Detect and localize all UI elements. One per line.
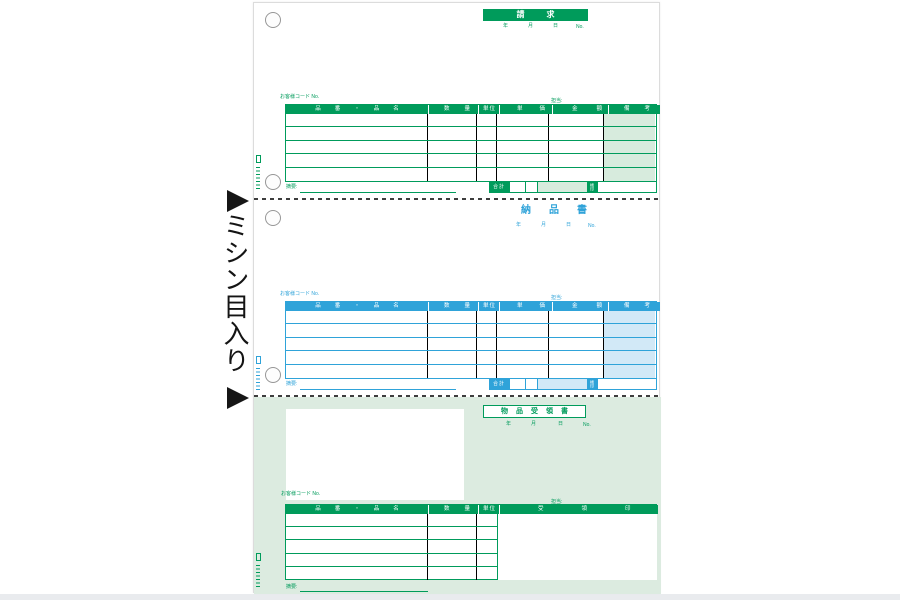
table-header: 品番・品名 数量 単位 受領印 [286, 505, 658, 514]
table-row [286, 540, 498, 554]
total-label: 合計 [489, 181, 509, 193]
table-header: 品番・品名 数量 単位 単価 金額 備考 [286, 302, 660, 311]
file-hole [265, 367, 281, 383]
column-header-note: 備考 [609, 105, 660, 114]
column-header-qty: 数量 [429, 105, 478, 114]
form-delivery-slip: 納品書 年 月 日 No. お客様コード No. 担当: 品番・品名 数量 単位… [254, 200, 661, 395]
remarks-label: 摘要: [286, 584, 298, 590]
date-month-label: 月 [531, 421, 537, 427]
column-header-unit: 単位 [479, 505, 499, 514]
table-row [286, 514, 498, 528]
remarks-label: 摘要: [286, 184, 298, 190]
total-label: 合計 [489, 378, 509, 390]
table-row [286, 127, 656, 141]
photo-bottom-edge [0, 594, 900, 600]
customer-code-label: お客様コード No. [281, 491, 321, 497]
address-window [286, 409, 464, 500]
file-hole [265, 210, 281, 226]
table-row [286, 140, 656, 155]
table-row [286, 167, 656, 181]
form-goods-receipt: 物品受領書 年 月 日 No. お客様コード No. 担当: 品番・品名 数量 … [254, 397, 661, 594]
remarks-underline [300, 192, 456, 193]
date-day-label: 日 [558, 421, 564, 427]
date-year-label: 年 [506, 421, 512, 427]
doc-number-label: No. [583, 422, 591, 428]
perforation-caption: ミシン目入り [220, 212, 250, 374]
table-row [286, 324, 656, 338]
customer-code-label: お客様コード No. [280, 291, 320, 297]
column-header-amount: 金額 [553, 105, 608, 114]
doc-number-label: No. [588, 223, 596, 229]
receipt-stamp-area [497, 514, 657, 580]
table-header: 品番・品名 数量 単位 単価 金額 備考 [286, 105, 660, 114]
file-hole [265, 12, 281, 28]
staff-label: 担当: [551, 295, 563, 301]
column-header-unit: 単位 [479, 105, 499, 114]
form-invoice: 請求書 年 月 日 No. お客様コード No. 担当: 品番・品名 数量 単位… [254, 3, 661, 198]
date-day-label: 日 [553, 23, 559, 29]
column-header-note: 備考 [609, 302, 660, 311]
perforation-line [254, 395, 661, 397]
date-year-label: 年 [516, 222, 522, 228]
table-row [286, 351, 656, 365]
column-header-item: 品番・品名 [286, 302, 428, 311]
doc-number-label: No. [576, 24, 584, 30]
remarks-label: 摘要: [286, 381, 298, 387]
date-year-label: 年 [503, 23, 509, 29]
line-items-table: 品番・品名 数量 単位 単価 金額 備考 [285, 301, 660, 379]
receipt-table: 品番・品名 数量 単位 受領印 [285, 504, 658, 580]
customer-code-label: お客様コード No. [280, 94, 320, 100]
form-sheet: 請求書 年 月 日 No. お客様コード No. 担当: 品番・品名 数量 単位… [253, 2, 661, 594]
perforation-arrow-icon [227, 387, 249, 409]
edge-code-mark [256, 356, 261, 390]
staff-label: 担当: [551, 499, 563, 505]
file-hole [265, 174, 281, 190]
date-month-label: 月 [541, 222, 547, 228]
remarks-underline [300, 591, 428, 592]
table-row [286, 527, 498, 541]
table-row [286, 337, 656, 352]
column-header-unit: 単位 [479, 302, 499, 311]
form-title: 物品受領書 [483, 405, 586, 418]
remarks-underline [300, 389, 456, 390]
total-strip: 検印 [509, 181, 657, 193]
date-day-label: 日 [566, 222, 572, 228]
table-row [286, 311, 656, 325]
form-title: 納品書 [521, 205, 605, 216]
perforation-arrow-icon [227, 190, 249, 212]
column-header-price: 単価 [500, 105, 552, 114]
table-row [286, 114, 656, 128]
column-header-receipt-stamp: 受領印 [500, 505, 658, 514]
edge-code-mark [256, 553, 261, 587]
table-row [286, 154, 656, 168]
table-row [286, 364, 656, 378]
date-month-label: 月 [528, 23, 534, 29]
table-row [286, 566, 498, 580]
line-items-table: 品番・品名 数量 単位 単価 金額 備考 [285, 104, 660, 182]
edge-code-mark [256, 155, 261, 189]
stamp-box: 検印 [587, 379, 597, 389]
stamp-box: 検印 [587, 182, 597, 192]
column-header-amount: 金額 [553, 302, 608, 311]
table-row [286, 553, 498, 567]
total-strip: 検印 [509, 378, 657, 390]
column-header-item: 品番・品名 [286, 505, 428, 514]
column-header-price: 単価 [500, 302, 552, 311]
staff-label: 担当: [551, 98, 563, 104]
column-header-item: 品番・品名 [286, 105, 428, 114]
perforation-line [254, 198, 661, 200]
column-header-qty: 数量 [429, 302, 478, 311]
column-header-qty: 数量 [429, 505, 478, 514]
form-title: 請求書 [483, 9, 588, 31]
